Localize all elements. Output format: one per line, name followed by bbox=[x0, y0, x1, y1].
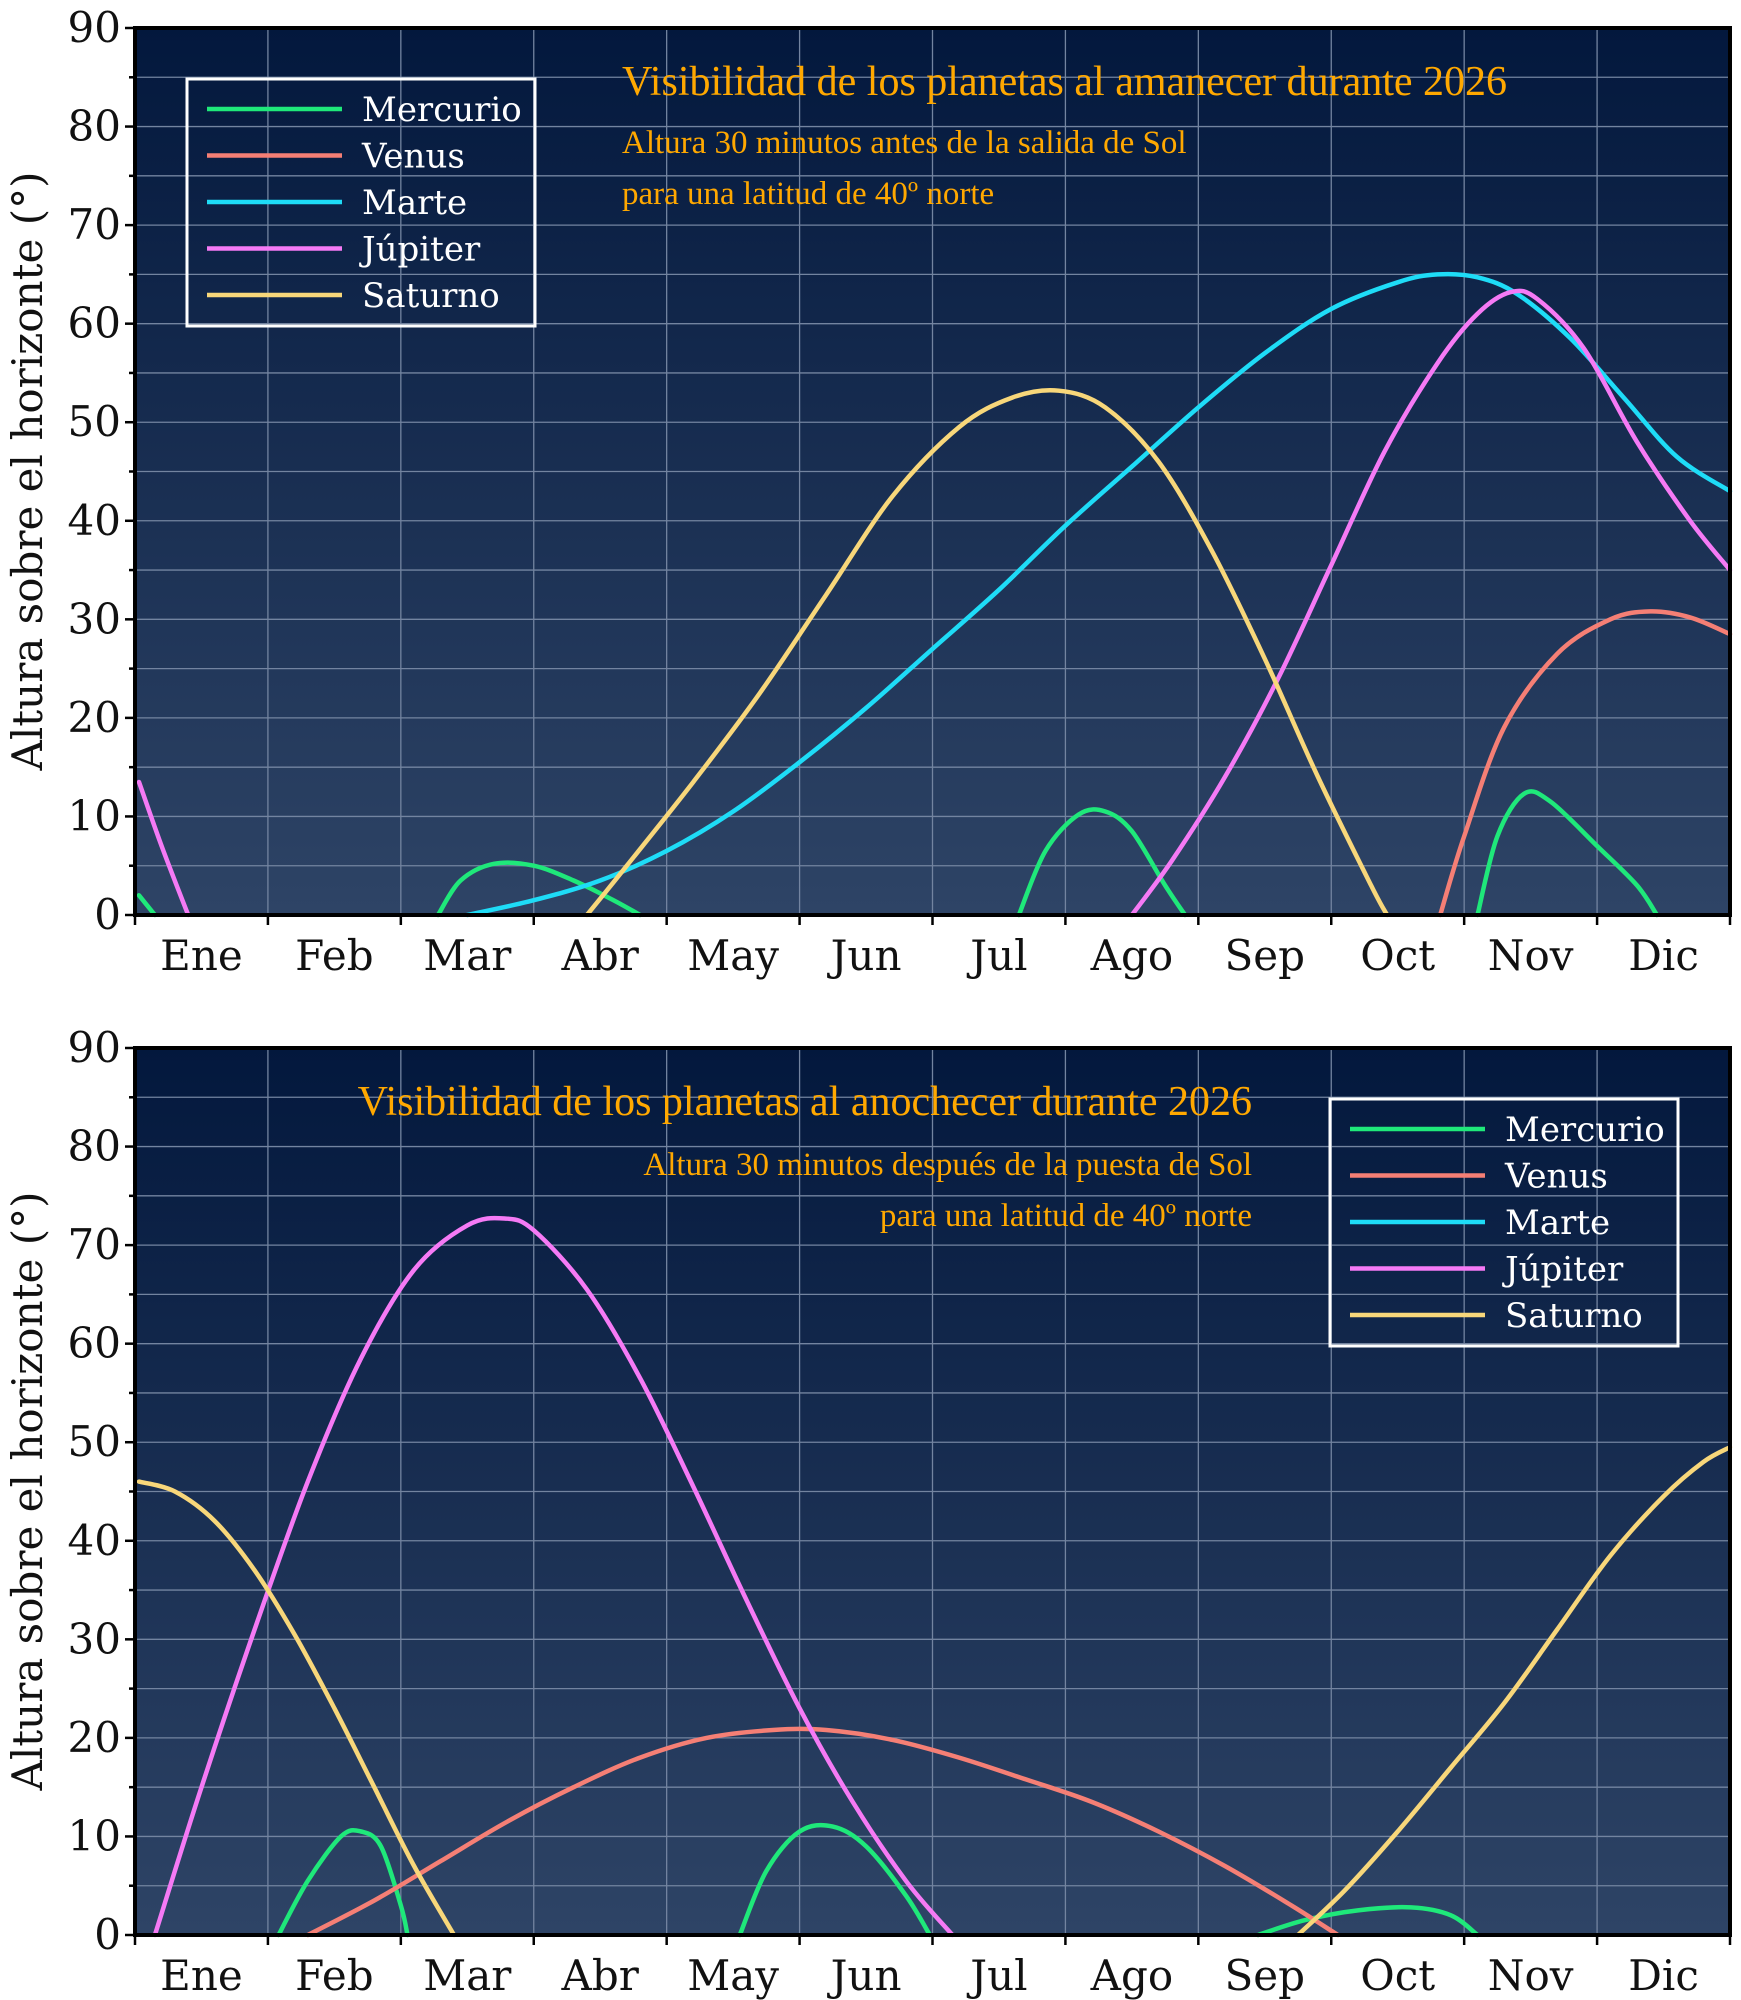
y-tick-label: 10 bbox=[68, 1811, 121, 1860]
x-tick-label: Jun bbox=[827, 931, 902, 980]
x-tick-label: Jul bbox=[966, 931, 1027, 980]
series-line-venus bbox=[1437, 609, 1733, 918]
legend-label-jupiter: Júpiter bbox=[359, 230, 481, 270]
x-tick-label: Nov bbox=[1488, 931, 1574, 980]
series-line-jupiter bbox=[136, 779, 191, 918]
legend-box bbox=[185, 77, 537, 328]
x-tick-label: Ene bbox=[160, 931, 243, 980]
x-tick-label: Oct bbox=[1360, 1951, 1435, 2000]
sunset-chart: 0 10 20 30 40 50 60 70 80 90 Ene Feb Mar Abr May Jun Ju… bbox=[3, 1023, 1733, 2000]
chart-subtitle-2: para una latitud de 40º norte bbox=[622, 176, 994, 212]
x-tick-label: Oct bbox=[1360, 931, 1435, 980]
series-line-saturno bbox=[136, 1479, 457, 1938]
x-tick-label: Ago bbox=[1090, 931, 1174, 980]
x-tick-label: May bbox=[687, 1951, 779, 2000]
x-tick-label: Feb bbox=[295, 931, 374, 980]
series-line-jupiter bbox=[152, 1215, 955, 1938]
series-line-mercurio bbox=[276, 1827, 410, 1938]
legend: Mercurio Venus Marte Júpiter Saturno bbox=[185, 77, 537, 328]
x-tick-label: Dic bbox=[1628, 931, 1699, 980]
y-tick-label: 30 bbox=[68, 1614, 121, 1663]
x-tick-label: Mar bbox=[423, 1951, 512, 2000]
x-axis: Ene Feb Mar Abr May Jun Jul Ago Sep Oct Nov Dic bbox=[133, 1935, 1732, 2000]
x-tick-label: Jul bbox=[966, 1951, 1027, 2000]
series-line-saturno bbox=[584, 387, 1390, 918]
x-axis: Ene Feb Mar Abr May Jun Jul Ago Sep Oct Nov Dic bbox=[133, 915, 1732, 980]
plot-frame bbox=[133, 26, 1732, 917]
plot-frame bbox=[133, 1046, 1732, 1937]
legend: Mercurio Venus Marte Júpiter Saturno bbox=[1328, 1097, 1680, 1348]
legend-label-venus: Venus bbox=[361, 137, 465, 177]
series-lines bbox=[136, 1215, 1733, 1938]
sunrise-chart: 0 10 20 30 40 50 60 70 80 90 Ene Feb Mar Abr May Jun Ju… bbox=[3, 3, 1733, 980]
y-tick-label: 30 bbox=[68, 594, 121, 643]
series-line-mercurio bbox=[435, 860, 643, 918]
chart-title: Visibilidad de los planetas al anochecer… bbox=[358, 1079, 1252, 1125]
chart-subtitle-1: Altura 30 minutos antes de la salida de … bbox=[622, 125, 1187, 161]
y-axis: 0 10 20 30 40 50 60 70 80 90 bbox=[68, 1023, 135, 1959]
y-tick-label: 70 bbox=[68, 200, 121, 249]
x-tick-label: Sep bbox=[1225, 931, 1306, 980]
x-tick-label: Abr bbox=[561, 931, 640, 980]
legend-label-jupiter: Júpiter bbox=[1502, 1250, 1624, 1290]
y-tick-label: 70 bbox=[68, 1220, 121, 1269]
chart-subtitle-2: para una latitud de 40º norte bbox=[880, 1198, 1252, 1234]
x-tick-label: Mar bbox=[423, 931, 512, 980]
x-tick-label: Ene bbox=[160, 1951, 243, 2000]
y-tick-label: 10 bbox=[68, 791, 121, 840]
y-axis: 0 10 20 30 40 50 60 70 80 90 bbox=[68, 3, 135, 939]
y-tick-label: 40 bbox=[68, 496, 121, 545]
x-tick-label: May bbox=[687, 931, 779, 980]
legend-label-saturno: Saturno bbox=[1505, 1296, 1643, 1336]
legend-label-saturno: Saturno bbox=[362, 276, 500, 316]
legend-box bbox=[1328, 1097, 1680, 1348]
x-tick-label: Abr bbox=[561, 1951, 640, 2000]
legend-label-marte: Marte bbox=[1505, 1203, 1610, 1243]
chart-title: Visibilidad de los planetas al amanecer … bbox=[622, 59, 1507, 105]
x-tick-label: Sep bbox=[1225, 1951, 1306, 2000]
series-line-jupiter bbox=[1129, 288, 1733, 918]
x-tick-label: Feb bbox=[295, 1951, 374, 2000]
legend-label-mercurio: Mercurio bbox=[362, 90, 522, 130]
y-tick-label: 60 bbox=[68, 1319, 121, 1368]
legend-label-marte: Marte bbox=[362, 183, 467, 223]
series-line-mercurio bbox=[1255, 1904, 1480, 1938]
chart-subtitle-1: Altura 30 minutos después de la puesta d… bbox=[643, 1147, 1252, 1183]
legend-label-mercurio: Mercurio bbox=[1505, 1110, 1665, 1150]
series-line-marte bbox=[465, 271, 1733, 918]
y-tick-label: 20 bbox=[68, 693, 121, 742]
x-tick-label: Jun bbox=[827, 1951, 902, 2000]
y-tick-label: 60 bbox=[68, 299, 121, 348]
y-tick-label: 40 bbox=[68, 1516, 121, 1565]
series-line-saturno bbox=[1295, 1444, 1733, 1938]
series-line-venus bbox=[305, 1726, 1341, 1938]
y-tick-label: 90 bbox=[68, 3, 121, 52]
x-tick-label: Nov bbox=[1488, 1951, 1574, 2000]
y-tick-label: 20 bbox=[68, 1713, 121, 1762]
y-axis-label: Altura sobre el horizonte (°) bbox=[3, 172, 52, 772]
y-tick-label: 0 bbox=[94, 890, 121, 939]
series-line-mercurio bbox=[737, 1822, 933, 1938]
y-tick-label: 50 bbox=[68, 1417, 121, 1466]
y-tick-label: 0 bbox=[94, 1910, 121, 1959]
x-tick-label: Ago bbox=[1090, 1951, 1174, 2000]
series-line-mercurio bbox=[1016, 807, 1188, 918]
y-axis-label: Altura sobre el horizonte (°) bbox=[3, 1192, 52, 1792]
series-lines bbox=[136, 271, 1733, 918]
series-line-mercurio bbox=[1475, 789, 1660, 918]
y-tick-label: 80 bbox=[68, 102, 121, 151]
x-tick-label: Dic bbox=[1628, 1951, 1699, 2000]
y-tick-label: 90 bbox=[68, 1023, 121, 1072]
y-tick-label: 80 bbox=[68, 1122, 121, 1171]
legend-label-venus: Venus bbox=[1504, 1157, 1608, 1197]
y-tick-label: 50 bbox=[68, 397, 121, 446]
